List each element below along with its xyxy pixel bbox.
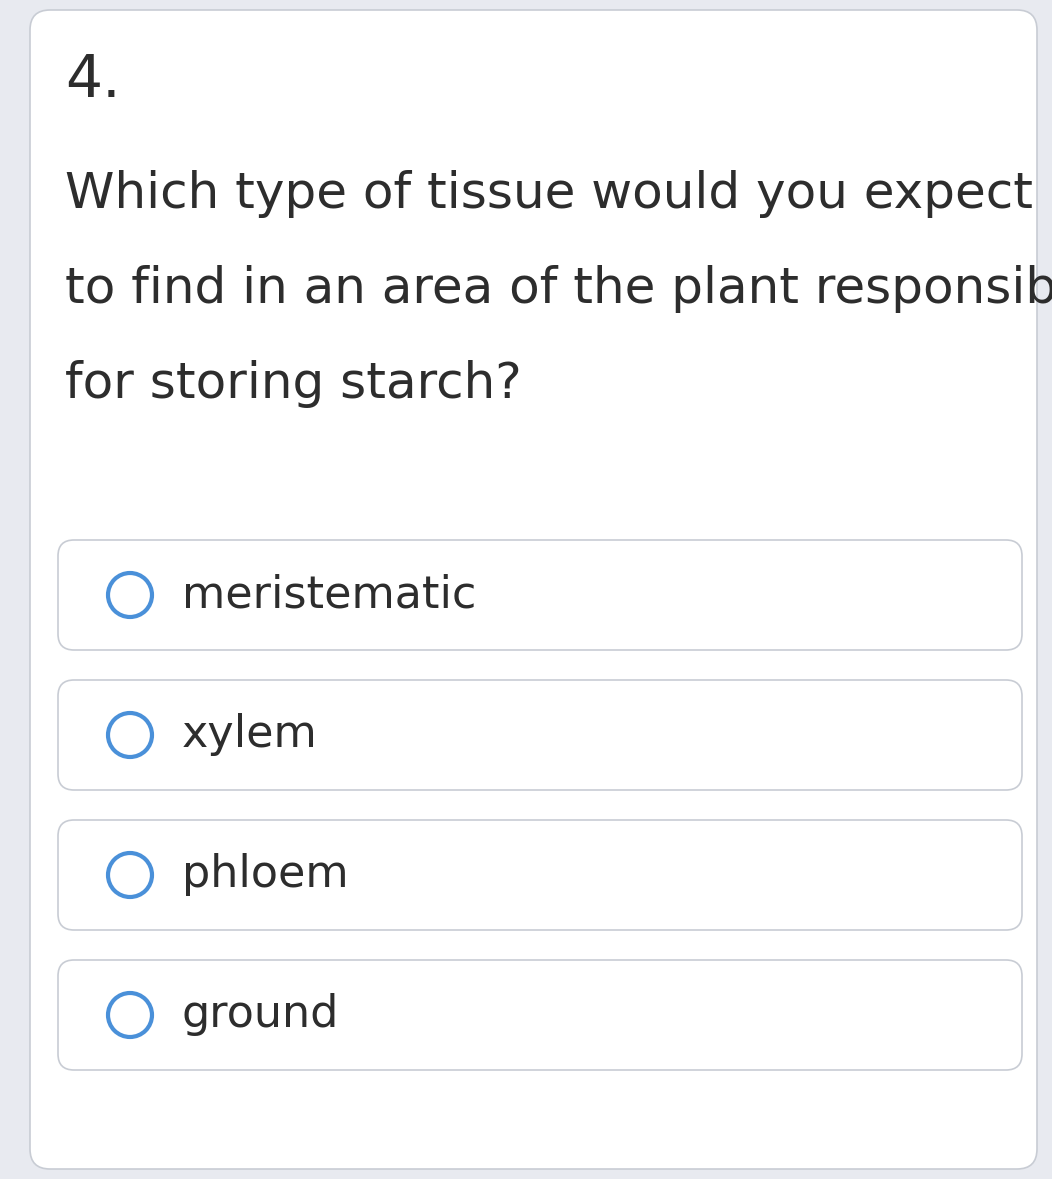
Circle shape [108,993,151,1038]
Text: ground: ground [182,994,340,1036]
FancyBboxPatch shape [58,540,1021,650]
Text: meristematic: meristematic [182,573,477,617]
FancyBboxPatch shape [31,9,1037,1170]
Text: xylem: xylem [182,713,318,757]
Text: 4.: 4. [65,52,121,108]
FancyBboxPatch shape [58,680,1021,790]
Circle shape [108,573,151,617]
Text: to find in an area of the plant responsible: to find in an area of the plant responsi… [65,265,1052,312]
Circle shape [108,713,151,757]
Text: phloem: phloem [182,854,348,896]
Text: for storing starch?: for storing starch? [65,360,522,408]
Text: Which type of tissue would you expect: Which type of tissue would you expect [65,170,1033,218]
Circle shape [108,852,151,897]
FancyBboxPatch shape [58,821,1021,930]
FancyBboxPatch shape [58,960,1021,1071]
